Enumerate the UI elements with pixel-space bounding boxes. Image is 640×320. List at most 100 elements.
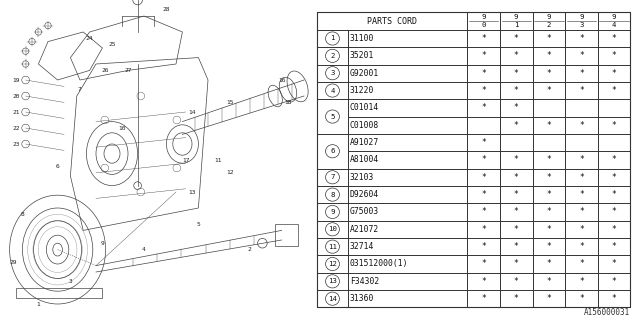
Text: 32103: 32103 — [350, 173, 374, 182]
Text: *: * — [612, 277, 616, 286]
Text: *: * — [514, 294, 518, 303]
Bar — [532, 82, 565, 99]
Text: *: * — [514, 51, 518, 60]
Bar — [532, 203, 565, 220]
Text: *: * — [579, 225, 584, 234]
Text: *: * — [514, 277, 518, 286]
Text: 7: 7 — [78, 87, 82, 92]
Text: *: * — [514, 86, 518, 95]
Text: *: * — [547, 51, 551, 60]
Text: *: * — [547, 207, 551, 216]
Bar — [500, 134, 532, 151]
Bar — [500, 220, 532, 238]
Bar — [467, 151, 500, 169]
Bar — [565, 220, 598, 238]
Text: A156000031: A156000031 — [584, 308, 630, 317]
Text: *: * — [547, 277, 551, 286]
Text: 19: 19 — [12, 77, 20, 83]
Text: 4: 4 — [142, 247, 146, 252]
Bar — [565, 12, 598, 30]
Bar — [317, 47, 348, 65]
Bar — [348, 151, 467, 169]
Bar — [467, 134, 500, 151]
Bar — [532, 169, 565, 186]
Bar — [598, 82, 630, 99]
Text: 8: 8 — [20, 212, 24, 217]
Text: *: * — [481, 173, 486, 182]
Text: *: * — [612, 86, 616, 95]
Bar — [348, 30, 467, 47]
Bar — [500, 151, 532, 169]
Bar — [317, 169, 348, 186]
Bar — [317, 290, 348, 307]
Bar — [598, 47, 630, 65]
Text: *: * — [481, 190, 486, 199]
Bar — [500, 65, 532, 82]
Bar — [467, 238, 500, 255]
Bar — [565, 273, 598, 290]
Bar — [598, 273, 630, 290]
Text: *: * — [514, 242, 518, 251]
Bar — [500, 99, 532, 116]
Text: *: * — [481, 51, 486, 60]
Text: 26: 26 — [102, 68, 109, 73]
Bar — [348, 82, 467, 99]
Text: *: * — [579, 260, 584, 268]
Text: 9: 9 — [100, 241, 104, 246]
Text: *: * — [481, 86, 486, 95]
Bar — [348, 273, 467, 290]
Bar — [317, 134, 348, 169]
Bar — [467, 82, 500, 99]
Text: 23: 23 — [12, 141, 20, 147]
Text: *: * — [547, 260, 551, 268]
Bar — [500, 203, 532, 220]
Bar — [317, 220, 348, 238]
Text: *: * — [579, 51, 584, 60]
Text: *: * — [579, 277, 584, 286]
Text: 10: 10 — [328, 226, 337, 232]
Bar — [348, 169, 467, 186]
Text: 4: 4 — [330, 88, 335, 93]
Text: *: * — [547, 121, 551, 130]
Text: *: * — [579, 156, 584, 164]
Bar — [500, 169, 532, 186]
Text: 9: 9 — [612, 14, 616, 20]
Text: *: * — [547, 69, 551, 78]
Text: 31100: 31100 — [350, 34, 374, 43]
Bar — [598, 203, 630, 220]
Text: PARTS CORD: PARTS CORD — [367, 17, 417, 26]
Bar — [348, 238, 467, 255]
Text: *: * — [612, 121, 616, 130]
Text: A91027: A91027 — [350, 138, 379, 147]
Text: *: * — [481, 69, 486, 78]
Text: *: * — [612, 225, 616, 234]
Text: 13: 13 — [328, 278, 337, 284]
Bar — [317, 255, 348, 273]
Bar — [532, 134, 565, 151]
Text: *: * — [579, 207, 584, 216]
Text: 9: 9 — [547, 14, 551, 20]
Text: 11: 11 — [214, 157, 221, 163]
Text: *: * — [547, 156, 551, 164]
Bar — [467, 65, 500, 82]
Text: *: * — [612, 260, 616, 268]
Text: 2: 2 — [330, 53, 335, 59]
Text: *: * — [514, 260, 518, 268]
Text: 1: 1 — [330, 36, 335, 42]
Text: 9: 9 — [514, 14, 518, 20]
Text: *: * — [514, 121, 518, 130]
Text: 31220: 31220 — [350, 86, 374, 95]
Bar — [532, 290, 565, 307]
Bar — [565, 116, 598, 134]
Text: D92604: D92604 — [350, 190, 379, 199]
Bar — [467, 290, 500, 307]
Text: *: * — [547, 190, 551, 199]
Text: *: * — [612, 294, 616, 303]
Bar — [565, 290, 598, 307]
Text: A21072: A21072 — [350, 225, 379, 234]
Bar — [348, 220, 467, 238]
Bar — [317, 12, 467, 30]
Text: 17: 17 — [182, 157, 189, 163]
Bar — [532, 151, 565, 169]
Bar — [532, 12, 565, 30]
